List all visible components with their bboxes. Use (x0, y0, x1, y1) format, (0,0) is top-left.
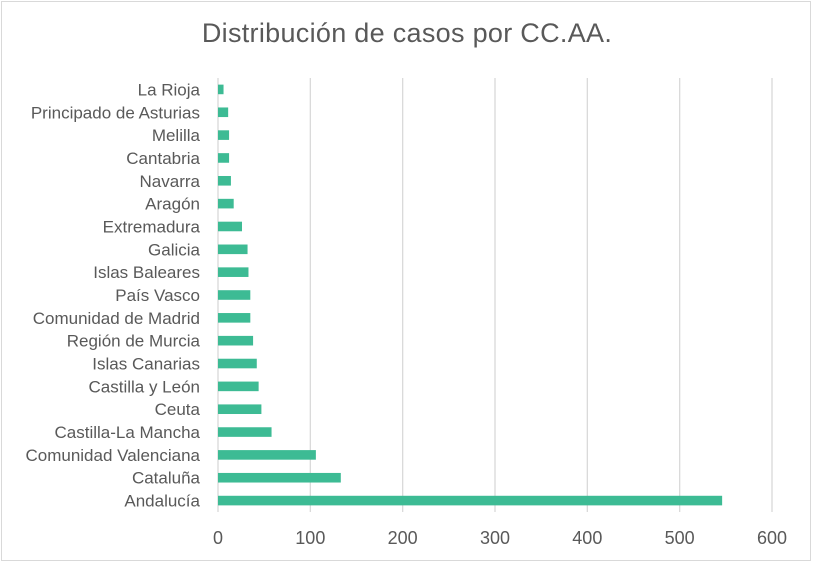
category-label: Cantabria (126, 149, 200, 168)
bar-islas-canarias (218, 358, 257, 369)
chart-title: Distribución de casos por CC.AA. (201, 18, 613, 48)
category-label: Ceuta (155, 400, 201, 419)
gridlines (217, 78, 773, 512)
bar-arag-n (218, 198, 234, 209)
category-label: Navarra (140, 172, 201, 191)
category-label: Islas Canarias (92, 355, 200, 374)
x-tick-label-100: 100 (295, 528, 325, 548)
bar-castilla-la-mancha (218, 427, 272, 437)
category-label: La Rioja (138, 80, 201, 99)
category-label: Aragón (145, 195, 200, 214)
bar-galicia (218, 244, 248, 255)
category-label: Principado de Asturias (31, 103, 200, 122)
x-tick-label-500: 500 (665, 528, 695, 548)
bar-ceuta (218, 404, 262, 415)
bar-principado-de-asturias (218, 107, 229, 118)
bar-castilla-y-le-n (218, 381, 259, 392)
x-tick-label-200: 200 (388, 528, 418, 548)
bars (218, 84, 723, 506)
bar-la-rioja (218, 84, 224, 95)
category-label: País Vasco (115, 286, 200, 305)
bar-islas-baleares (218, 267, 249, 277)
x-tick-label-400: 400 (572, 528, 602, 548)
bar-cantabria (218, 153, 230, 163)
bar-comunidad-valenciana (218, 450, 316, 460)
bar-andaluc-a (218, 495, 723, 506)
category-label: Cataluña (132, 469, 201, 488)
x-tick-label-0: 0 (213, 528, 223, 548)
category-label: Extremadura (103, 217, 201, 236)
category-labels: Andalucía Cataluña Comunidad Valenciana Cas… (25, 80, 200, 510)
category-label: Galicia (148, 240, 201, 259)
bar-regi-n-de-murcia (218, 335, 254, 346)
x-tick-label-300: 300 (480, 528, 510, 548)
bar-catalu-a (218, 472, 341, 483)
bar-melilla (218, 130, 230, 140)
bar-extremadura (218, 221, 243, 232)
category-label: Castilla-La Mancha (54, 423, 200, 442)
category-label: Comunidad de Madrid (33, 309, 200, 328)
category-label: Región de Murcia (67, 332, 201, 351)
category-label: Castilla y León (88, 377, 200, 396)
bar-comunidad-de-madrid (218, 313, 251, 323)
category-label: Comunidad Valenciana (25, 446, 200, 465)
x-tick-label-600: 600 (757, 528, 787, 548)
x-axis-tick-labels: 0 100 200 300 400 500 600 (213, 528, 787, 548)
bar-pa-s-vasco (218, 290, 251, 300)
category-label: Melilla (152, 126, 201, 145)
bar-navarra (218, 175, 231, 186)
category-label: Islas Baleares (93, 263, 200, 282)
category-label: Andalucía (124, 492, 200, 511)
